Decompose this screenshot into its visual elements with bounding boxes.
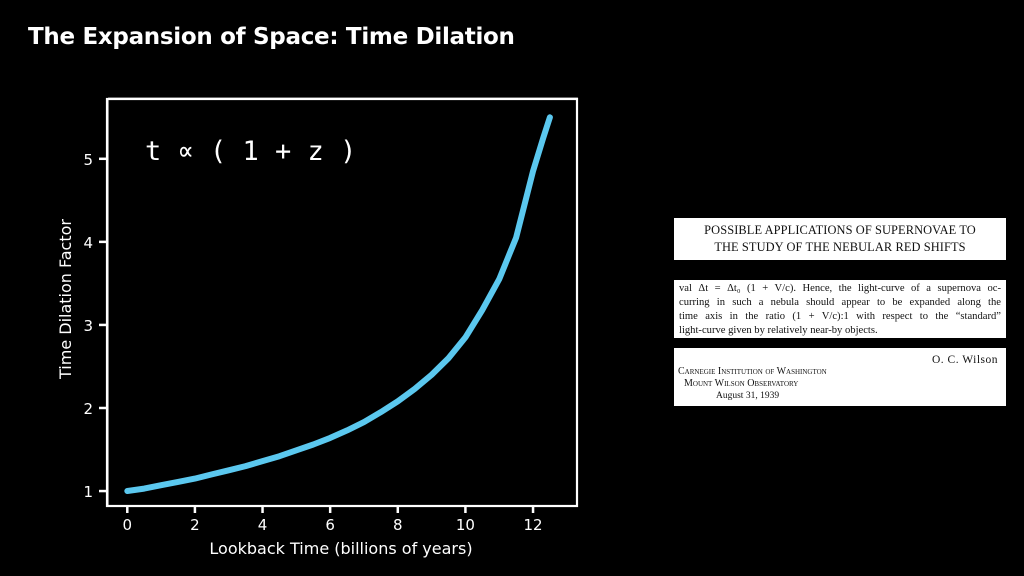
formula-annotation: t ∝ ( 1 + z ) — [145, 136, 356, 167]
clipping-body: val Δt = Δt₀ (1 + V/c). Hence, the light… — [674, 280, 1006, 338]
x-tick-label: 4 — [258, 516, 268, 534]
chart-frame — [105, 97, 579, 508]
clipping-body-line: val Δt = Δt₀ (1 + V/c). Hence, the light… — [679, 283, 1001, 294]
clipping-author: O. C. Wilson — [931, 354, 998, 366]
chart-series — [124, 114, 553, 494]
x-tick-label: 8 — [393, 516, 403, 534]
clipping-signature: O. C. Wilson Carnegie Institution of Was… — [674, 348, 1006, 406]
clipping-observatory: Mount Wilson Observatory — [684, 378, 799, 389]
x-axis-label: Lookback Time (billions of years) — [209, 539, 472, 558]
x-tick-label: 2 — [190, 516, 200, 534]
clipping-date: August 31, 1939 — [716, 391, 780, 401]
y-tick-label: 3 — [83, 317, 93, 335]
clipping-body-line: time axis in the ratio (1 + V/c):1 with … — [679, 311, 1001, 322]
x-tick-label: 0 — [123, 516, 133, 534]
clipping-institution: Carnegie Institution of Washington — [678, 366, 827, 377]
clipping-body-line: curring in such a nebula should appear t… — [679, 297, 1001, 308]
plot-border-sketch — [108, 97, 578, 507]
x-tick-label: 10 — [456, 516, 475, 534]
y-tick-label: 4 — [83, 234, 93, 252]
clipping-heading-line: POSSIBLE APPLICATIONS OF SUPERNOVAE TO — [704, 223, 976, 237]
clipping-heading: POSSIBLE APPLICATIONS OF SUPERNOVAE TO T… — [674, 218, 1006, 260]
clipping-body-line: light-curve given by relatively near-by … — [679, 325, 878, 336]
y-tick-label: 1 — [83, 483, 93, 501]
y-axis-label: Time Dilation Factor — [56, 219, 75, 380]
y-tick-label: 2 — [83, 400, 93, 418]
clipping-heading-line: THE STUDY OF THE NEBULAR RED SHIFTS — [714, 240, 966, 254]
y-tick-label: 5 — [83, 151, 93, 169]
series-line — [124, 114, 553, 494]
x-tick-label: 12 — [523, 516, 542, 534]
slide-title: The Expansion of Space: Time Dilation — [28, 24, 515, 50]
x-tick-label: 6 — [325, 516, 335, 534]
